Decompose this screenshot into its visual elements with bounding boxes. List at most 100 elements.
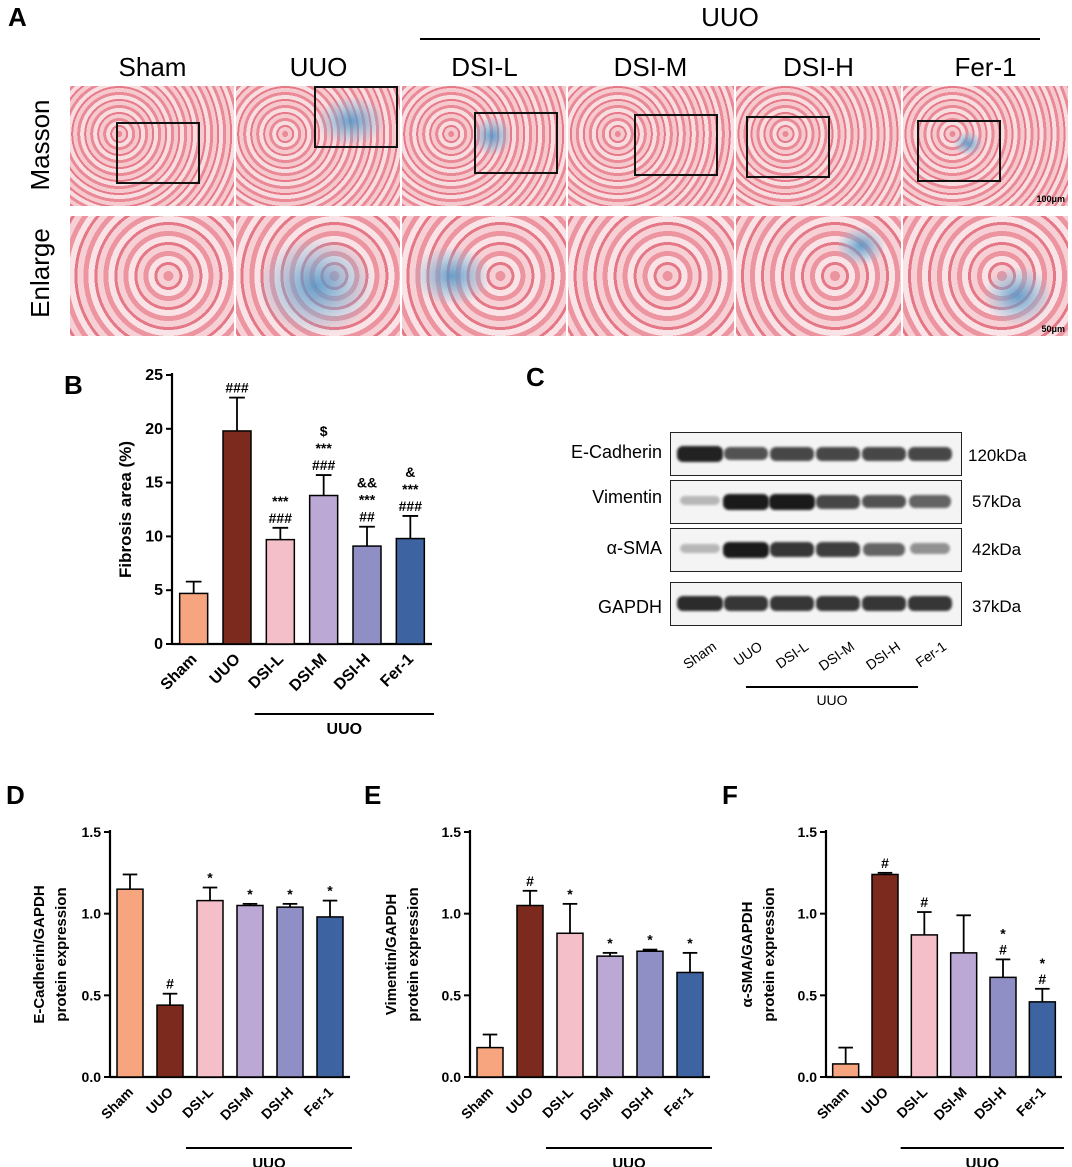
fibrosis-stain — [316, 96, 386, 146]
masson-image-dsi-h — [736, 86, 901, 206]
significance-marker-fer-1: * — [1040, 955, 1046, 971]
band-gapdh-lane-2 — [723, 596, 769, 612]
significance-marker-dsi-h: * — [287, 886, 293, 902]
kda-label-42: 42kDa — [972, 540, 1022, 559]
fibrosis-stain — [472, 116, 512, 156]
masson-image-uuo — [236, 86, 400, 206]
band-vimentin-lane-6 — [908, 494, 952, 508]
y-axis-label: α-SMA/GAPDH — [739, 902, 756, 1008]
significance-marker-fer-1: & — [405, 464, 415, 480]
significance-marker-uuo: # — [526, 873, 534, 889]
x-tick-label-sham: Sham — [158, 651, 201, 694]
y-tick-label: 0.0 — [798, 1069, 818, 1085]
x-tick-label-dsi-l: DSI-L — [539, 1083, 576, 1120]
significance-marker-dsi-h: # — [999, 941, 1007, 957]
band-vimentin-lane-5 — [862, 494, 906, 509]
significance-marker-dsi-m: * — [607, 935, 613, 951]
band-e-cadherin-lane-2 — [724, 446, 768, 461]
y-tick-label: 25 — [145, 367, 163, 384]
uuo-group-label: UUO — [252, 1155, 286, 1167]
x-tick-label-dsi-h: DSI-H — [331, 651, 374, 694]
x-tick-label-uuo: UUO — [207, 651, 244, 688]
uuo-group-label: UUO — [612, 1155, 646, 1167]
band-e-cadherin-lane-4 — [816, 446, 860, 461]
significance-marker-fer-1: * — [687, 935, 693, 951]
masson-image-dsi-m — [568, 86, 734, 206]
roi-box — [116, 122, 200, 184]
panel-letter-f: F — [722, 780, 738, 810]
significance-marker-dsi-m: $ — [320, 423, 328, 439]
band-a-sma-lane-3 — [769, 542, 815, 558]
roi-box — [634, 114, 718, 176]
enlarge-image-uuo — [236, 216, 400, 336]
fibrosis-area-chart: B 0 5 10 15 20 25 Fibrosis area (%) Sham ### UUO **… — [64, 367, 434, 738]
bar-fer-1 — [316, 916, 344, 1078]
y-tick-label: 0.5 — [442, 987, 462, 1003]
masson-image-dsi-l — [402, 86, 566, 206]
y-tick-label: 1.5 — [442, 824, 462, 840]
panel-letter-c: C — [526, 362, 545, 392]
y-axis-label: protein expression — [761, 887, 778, 1021]
x-tick-label-dsi-m: DSI-M — [286, 651, 330, 695]
y-tick-label: 0.5 — [82, 987, 102, 1003]
bar-dsi-l — [910, 934, 939, 1078]
band-vimentin-lane-1 — [680, 495, 720, 505]
enlarge-image-dsi-m — [568, 216, 734, 336]
bar-dsi-h — [276, 906, 304, 1078]
x-tick-label-dsi-h: DSI-H — [618, 1084, 656, 1122]
significance-marker-dsi-h: * — [1000, 925, 1006, 941]
y-tick-label: 10 — [145, 528, 163, 545]
protein-label-a-sma: α-SMA — [606, 538, 662, 558]
y-tick-label: 15 — [145, 475, 163, 492]
fibrosis-stain — [983, 266, 1053, 326]
bar-uuo — [222, 430, 252, 645]
y-axis-label: E-Cadherin/GAPDH — [31, 885, 48, 1023]
panel-letter-e: E — [364, 780, 381, 810]
x-tick-label-fer-1: Fer-1 — [1013, 1084, 1049, 1120]
significance-marker-dsi-h: && — [357, 475, 377, 491]
x-tick-label-dsi-m: DSI-M — [577, 1084, 616, 1123]
band-a-sma-lane-4 — [815, 542, 861, 557]
band-gapdh-lane-4 — [815, 596, 861, 612]
panel-letter-a: A — [8, 2, 27, 32]
y-tick-label: 1.0 — [798, 906, 818, 922]
band-gapdh-lane-5 — [861, 596, 907, 612]
fibrosis-stain — [256, 236, 376, 336]
column-label-dsi-l: DSI-L — [451, 52, 518, 82]
uuo-group-label: UUO — [966, 1155, 1000, 1167]
significance-marker-uuo: # — [881, 855, 889, 871]
band-a-sma-lane-6 — [909, 543, 951, 555]
band-e-cadherin-lane-5 — [862, 446, 906, 461]
band-a-sma-lane-5 — [862, 542, 906, 556]
a-sma-expression-chart: F 0.0 0.5 1.0 1.5 α-SMA/GAPDH protein expressi… — [722, 780, 1064, 1167]
x-tick-label-uuo: UUO — [503, 1084, 536, 1117]
bar-sham — [476, 1046, 504, 1078]
protein-label-e-cadherin: E-Cadherin — [570, 442, 662, 462]
y-tick-label: 5 — [154, 582, 163, 599]
x-tick-label-uuo: UUO — [143, 1084, 176, 1117]
column-label-dsi-h: DSI-H — [783, 52, 854, 82]
bar-dsi-m — [949, 952, 978, 1078]
masson-image-fer-1: 100μm — [903, 86, 1068, 206]
significance-marker-dsi-l: * — [207, 870, 213, 886]
scale-bar-label-100um: 100μm — [1036, 194, 1065, 204]
x-tick-label-dsi-l: DSI-L — [179, 1083, 216, 1120]
y-axis-label: Fibrosis area (%) — [116, 441, 135, 578]
band-a-sma-lane-2 — [723, 542, 769, 558]
enlarge-image-dsi-l — [402, 216, 566, 336]
x-tick-label-sham: Sham — [814, 1084, 852, 1122]
column-label-fer-1: Fer-1 — [954, 52, 1017, 82]
kda-label-120: 120kDa — [968, 446, 1027, 465]
kda-label-37: 37kDa — [972, 597, 1022, 616]
y-tick-label: 0 — [154, 636, 163, 653]
protein-label-vimentin: Vimentin — [592, 487, 662, 507]
bar-fer-1 — [395, 537, 426, 645]
bar-dsi-h — [636, 950, 664, 1078]
significance-marker-dsi-l: ### — [269, 510, 293, 526]
significance-marker-fer-1: *** — [402, 481, 419, 497]
x-tick-label-dsi-l: DSI-L — [893, 1083, 930, 1120]
significance-marker-uuo: ### — [225, 380, 249, 396]
x-tick-label-uuo: UUO — [858, 1084, 891, 1117]
bar-uuo — [871, 873, 899, 1078]
column-label-dsi-m: DSI-M — [613, 52, 688, 82]
